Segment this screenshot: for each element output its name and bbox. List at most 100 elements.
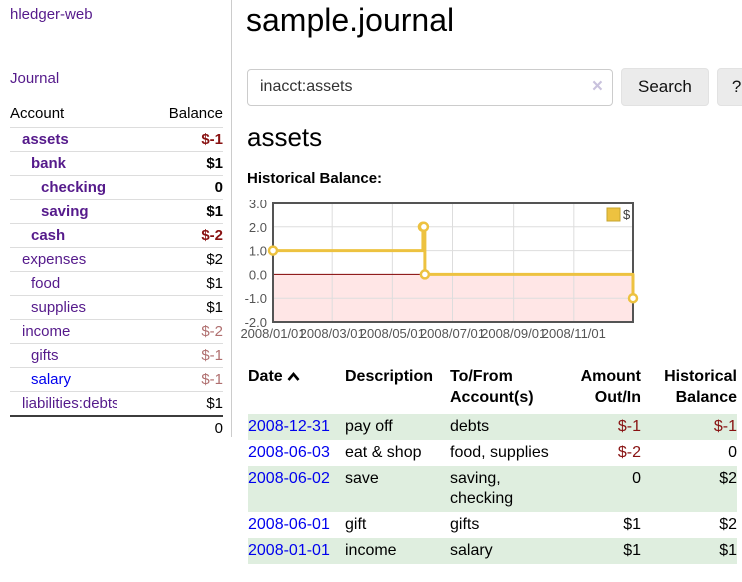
transaction-amount-cell: 0 bbox=[632, 470, 641, 487]
account-link[interactable]: food bbox=[31, 275, 61, 292]
transaction-balance-cell: 0 bbox=[728, 444, 737, 461]
account-balance: $1 bbox=[116, 295, 223, 320]
transaction-date-cell: 2008-06-01 bbox=[248, 512, 345, 538]
account-link[interactable]: liabilities:debts bbox=[22, 395, 117, 412]
svg-text:2008/09/01: 2008/09/01 bbox=[481, 326, 546, 341]
transaction-accounts-cell: salary bbox=[450, 542, 493, 559]
legend-label: $ bbox=[623, 207, 631, 222]
account-column-header: Account bbox=[10, 105, 65, 122]
svg-text:2.0: 2.0 bbox=[249, 220, 267, 235]
account-heading: assets bbox=[247, 122, 323, 152]
search-bar: × Search ? bbox=[247, 68, 742, 106]
description-column-header: Description bbox=[345, 368, 434, 385]
transaction-description-cell: eat & shop bbox=[345, 444, 422, 461]
account-link[interactable]: saving bbox=[41, 203, 89, 220]
legend-swatch bbox=[606, 207, 621, 222]
transaction-row: 2008-06-02 save saving, checking 0 $2 bbox=[248, 466, 737, 512]
account-row: cash $-2 bbox=[10, 223, 223, 248]
svg-text:3.0: 3.0 bbox=[249, 200, 267, 211]
transaction-row: 2008-12-31 pay off debts $-1 $-1 bbox=[248, 414, 737, 440]
data-point-marker bbox=[419, 269, 431, 280]
svg-text:0.0: 0.0 bbox=[249, 267, 267, 282]
account-link[interactable]: expenses bbox=[22, 251, 87, 268]
account-total-row: 0 bbox=[10, 415, 223, 440]
transaction-date-cell: 2008-06-03 bbox=[248, 440, 345, 466]
account-row: expenses $2 bbox=[10, 247, 223, 272]
account-row: checking 0 bbox=[10, 175, 223, 200]
transaction-accounts-cell: debts bbox=[450, 418, 490, 435]
account-balance: $1 bbox=[116, 199, 223, 224]
svg-text:2008/07/01: 2008/07/01 bbox=[420, 326, 485, 341]
data-point-marker bbox=[267, 245, 279, 256]
svg-text:2008/03/01: 2008/03/01 bbox=[300, 326, 365, 341]
transaction-row: 2008-01-01 income salary $1 $1 bbox=[248, 538, 737, 564]
balance-column-header: Balance bbox=[168, 105, 223, 122]
transaction-date-link[interactable]: 2008-06-03 bbox=[248, 444, 330, 461]
account-link[interactable]: assets bbox=[22, 131, 69, 148]
register-table: Date Description To/From Account(s) Amou… bbox=[248, 364, 737, 564]
svg-text:2008/01/01: 2008/01/01 bbox=[240, 326, 305, 341]
transaction-balance-cell: $2 bbox=[719, 516, 737, 533]
transaction-description-cell: save bbox=[345, 470, 379, 487]
transaction-date-link[interactable]: 2008-12-31 bbox=[248, 418, 330, 435]
transaction-amount-cell: $1 bbox=[623, 516, 641, 533]
account-balance: $1 bbox=[116, 151, 223, 176]
sort-ascending-icon bbox=[287, 371, 300, 381]
search-input[interactable] bbox=[247, 68, 613, 106]
transaction-date-link[interactable]: 2008-06-01 bbox=[248, 516, 330, 533]
account-row: supplies $1 bbox=[10, 295, 223, 320]
search-button[interactable]: Search bbox=[621, 68, 709, 106]
transaction-date-cell: 2008-01-01 bbox=[248, 538, 345, 564]
app-title-link[interactable]: hledger-web bbox=[10, 6, 93, 23]
account-link[interactable]: cash bbox=[31, 227, 66, 244]
account-row: salary $-1 bbox=[10, 367, 223, 392]
transaction-date-link[interactable]: 2008-01-01 bbox=[248, 542, 330, 559]
transaction-balance-cell: $1 bbox=[719, 542, 737, 559]
help-button[interactable]: ? bbox=[716, 68, 742, 106]
historical-balance-chart[interactable]: 3.0 2.0 1.0 0.0 -1.0 -2.0 2008/01/01 2008/03/01… bbox=[240, 196, 642, 348]
account-row: saving $1 bbox=[10, 199, 223, 224]
transaction-description-cell: gift bbox=[345, 516, 367, 533]
data-point-marker bbox=[627, 292, 639, 304]
clear-search-icon[interactable]: × bbox=[591, 75, 603, 97]
transaction-date-cell: 2008-06-02 bbox=[248, 466, 345, 512]
data-point-marker bbox=[418, 221, 430, 233]
transaction-amount-cell: $-1 bbox=[617, 418, 641, 435]
transaction-row: 2008-06-03 eat & shop food, supplies $-2… bbox=[248, 440, 737, 466]
account-link[interactable]: supplies bbox=[31, 299, 87, 316]
svg-text:-1.0: -1.0 bbox=[245, 291, 267, 306]
svg-text:-2.0: -2.0 bbox=[245, 315, 267, 330]
account-balance: 0 bbox=[116, 175, 223, 200]
transaction-date-link[interactable]: 2008-06-02 bbox=[248, 470, 330, 487]
account-balance: $2 bbox=[116, 247, 223, 272]
transaction-accounts-cell: saving, checking bbox=[450, 470, 514, 507]
transaction-description-cell: income bbox=[345, 542, 397, 559]
transaction-accounts-cell: gifts bbox=[450, 516, 480, 533]
sidebar-item-journal[interactable]: Journal bbox=[10, 70, 60, 87]
svg-text:2008/11/01: 2008/11/01 bbox=[542, 326, 606, 341]
account-balance: $-2 bbox=[116, 319, 223, 344]
account-balance: $1 bbox=[116, 271, 223, 296]
svg-text:2008/05/01: 2008/05/01 bbox=[360, 326, 425, 341]
account-row: assets $-1 bbox=[10, 127, 223, 152]
account-balance: $-1 bbox=[116, 127, 223, 152]
transaction-amount-cell: $1 bbox=[623, 542, 641, 559]
account-link[interactable]: checking bbox=[41, 179, 107, 196]
account-balance: $-1 bbox=[116, 367, 223, 392]
account-total-balance: 0 bbox=[116, 415, 223, 440]
account-tree-header-row: Account Balance bbox=[10, 102, 223, 128]
balance-column-header: Historical Balance bbox=[664, 368, 737, 406]
account-balance: $1 bbox=[116, 391, 223, 416]
account-row: liabilities:debts $1 bbox=[10, 391, 223, 416]
account-link[interactable]: gifts bbox=[31, 347, 59, 364]
transaction-date-cell: 2008-12-31 bbox=[248, 414, 345, 440]
account-link[interactable]: salary bbox=[31, 371, 72, 388]
date-column-header[interactable]: Date bbox=[248, 364, 345, 414]
sidebar-divider bbox=[231, 0, 232, 437]
account-link[interactable]: bank bbox=[31, 155, 67, 172]
account-balance: $-2 bbox=[116, 223, 223, 248]
account-row: gifts $-1 bbox=[10, 343, 223, 368]
account-link[interactable]: income bbox=[22, 323, 71, 340]
svg-text:1.0: 1.0 bbox=[249, 244, 267, 259]
transaction-balance-cell: $-1 bbox=[713, 418, 737, 435]
